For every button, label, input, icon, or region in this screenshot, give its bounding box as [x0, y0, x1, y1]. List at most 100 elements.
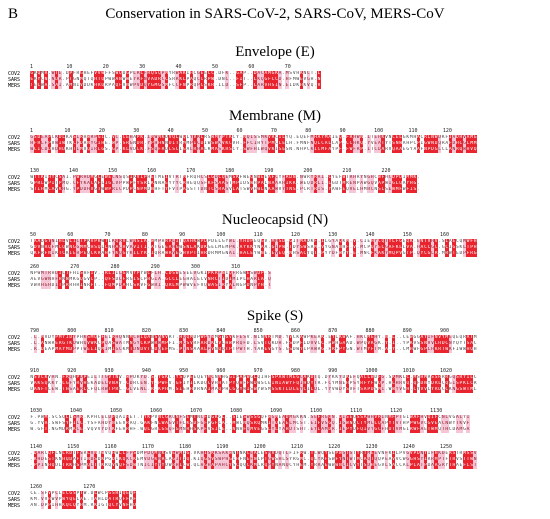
residue-cell: M — [126, 341, 129, 346]
residue-cell: D — [33, 245, 38, 251]
residue-cell: P — [150, 141, 155, 147]
residue-cell: A — [217, 181, 222, 187]
residue-cell: D — [55, 463, 58, 468]
residue-cell: M — [473, 141, 477, 147]
residue-cell: Q — [217, 347, 222, 353]
residue-cell: S — [111, 277, 116, 283]
residue-cell: T — [154, 175, 158, 180]
residue-cell: Q — [310, 251, 314, 256]
residue-cell: R — [182, 181, 187, 187]
residue-cell: S — [271, 387, 275, 393]
residue-cell: H — [313, 135, 318, 141]
residue-cell: S — [466, 341, 470, 347]
residue-cell: S — [161, 83, 165, 89]
residue-cell: . — [385, 387, 388, 392]
residue-cell: C — [307, 147, 310, 152]
residue-cell: D — [349, 341, 353, 346]
residue-cell: R — [83, 141, 87, 146]
residue-cell: C — [207, 381, 211, 387]
residue-cell: L — [366, 375, 371, 381]
residue-cell: I — [182, 381, 186, 386]
residue-cell: M — [126, 347, 129, 352]
residue-cell: F — [125, 497, 130, 503]
residue-cell: K — [299, 415, 304, 421]
residue-cell: T — [97, 77, 101, 83]
residue-cell: C — [232, 147, 236, 152]
residue-cell: R — [104, 271, 109, 277]
residue-cell: P — [249, 239, 254, 245]
residue-cell: V — [434, 239, 438, 245]
residue-cell: N — [143, 381, 148, 387]
residue-cell: R — [313, 175, 318, 181]
residue-cell: V — [388, 147, 392, 152]
residue-cell: E — [44, 457, 48, 462]
residue-cell: C — [327, 175, 332, 181]
residue-cell: W — [338, 251, 343, 257]
residue-cell: I — [317, 187, 321, 193]
residue-cell: R — [37, 141, 41, 147]
residue-cell: Y — [100, 427, 105, 433]
residue-cell: A — [51, 187, 55, 193]
residue-cell: D — [136, 451, 140, 456]
residue-cell: V — [253, 427, 257, 433]
residue-cell: M — [288, 375, 293, 381]
residue-cell: P — [416, 141, 421, 147]
residue-cell: P — [79, 251, 84, 257]
residue-cell: . — [395, 341, 399, 346]
residue-cell: Y — [363, 421, 367, 427]
residue-cell: . — [48, 421, 51, 426]
residue-cell: L — [136, 251, 140, 257]
alignment-row: SARS G D V N R Q F M C Q W N G G M M C H S Q L L N H A C H V R V I T I. A T… — [8, 245, 477, 251]
residue-cell: V — [430, 421, 435, 427]
residue-cell: S — [93, 457, 98, 463]
residue-cell: . — [292, 147, 296, 152]
residue-cell: W — [342, 335, 346, 341]
residue-cell: D — [97, 381, 101, 386]
residue-cell: G — [150, 83, 155, 89]
residue-cell: K — [87, 239, 90, 244]
residue-cell: D — [129, 381, 133, 387]
residue-cell: I — [171, 141, 176, 147]
residue-cell: Y — [317, 457, 321, 463]
residue-cell: T — [217, 277, 222, 283]
residue-cell: G — [228, 375, 233, 381]
residue-cell: F — [168, 187, 172, 192]
residue-cell: E — [402, 239, 406, 244]
residue-cell: T — [363, 451, 367, 457]
residue-cell: S — [214, 187, 218, 193]
residue-cell: P — [228, 245, 233, 251]
residue-cell: Q — [405, 239, 410, 245]
residue-cell: M — [260, 421, 264, 426]
alignment-row: MERS D A N F T L E W. T H S A E R L C F Q L R W T P R L. G L V E N L. R.… — [8, 387, 477, 393]
residue-cell: K — [196, 135, 201, 141]
residue-cell: E — [281, 141, 286, 147]
residue-cell: E — [246, 271, 250, 277]
residue-cell: S — [132, 451, 137, 457]
residue-cell: E — [164, 245, 169, 251]
residue-cell: M — [292, 421, 297, 427]
residue-cell: E — [335, 135, 339, 140]
residue-cell: R — [331, 427, 336, 433]
residue-cell: T — [72, 451, 76, 456]
residue-cell: H — [385, 175, 388, 180]
residue-cell: K — [33, 71, 37, 76]
residue-cell: N — [303, 141, 307, 146]
residue-cell: T — [264, 141, 268, 147]
residue-cell: K — [207, 181, 211, 187]
residue-cell: C — [51, 135, 55, 140]
residue-cell: D — [307, 239, 310, 244]
residue-cell: G — [288, 239, 293, 245]
residue-cell: L — [93, 375, 98, 381]
residue-cell: A — [413, 147, 417, 152]
residue-cell: . — [307, 421, 310, 426]
residue-cell: W — [303, 451, 307, 456]
residue-cell: D — [353, 427, 356, 432]
residue-cell: E — [278, 415, 282, 420]
residue-cell: R — [139, 141, 144, 147]
residue-cell: K — [69, 463, 73, 469]
residue-cell: E — [101, 175, 105, 180]
residue-cell: S — [359, 415, 364, 421]
residue-cell: P — [459, 381, 463, 387]
residue-cell: R — [58, 77, 62, 83]
residue-cell: G — [55, 427, 58, 432]
